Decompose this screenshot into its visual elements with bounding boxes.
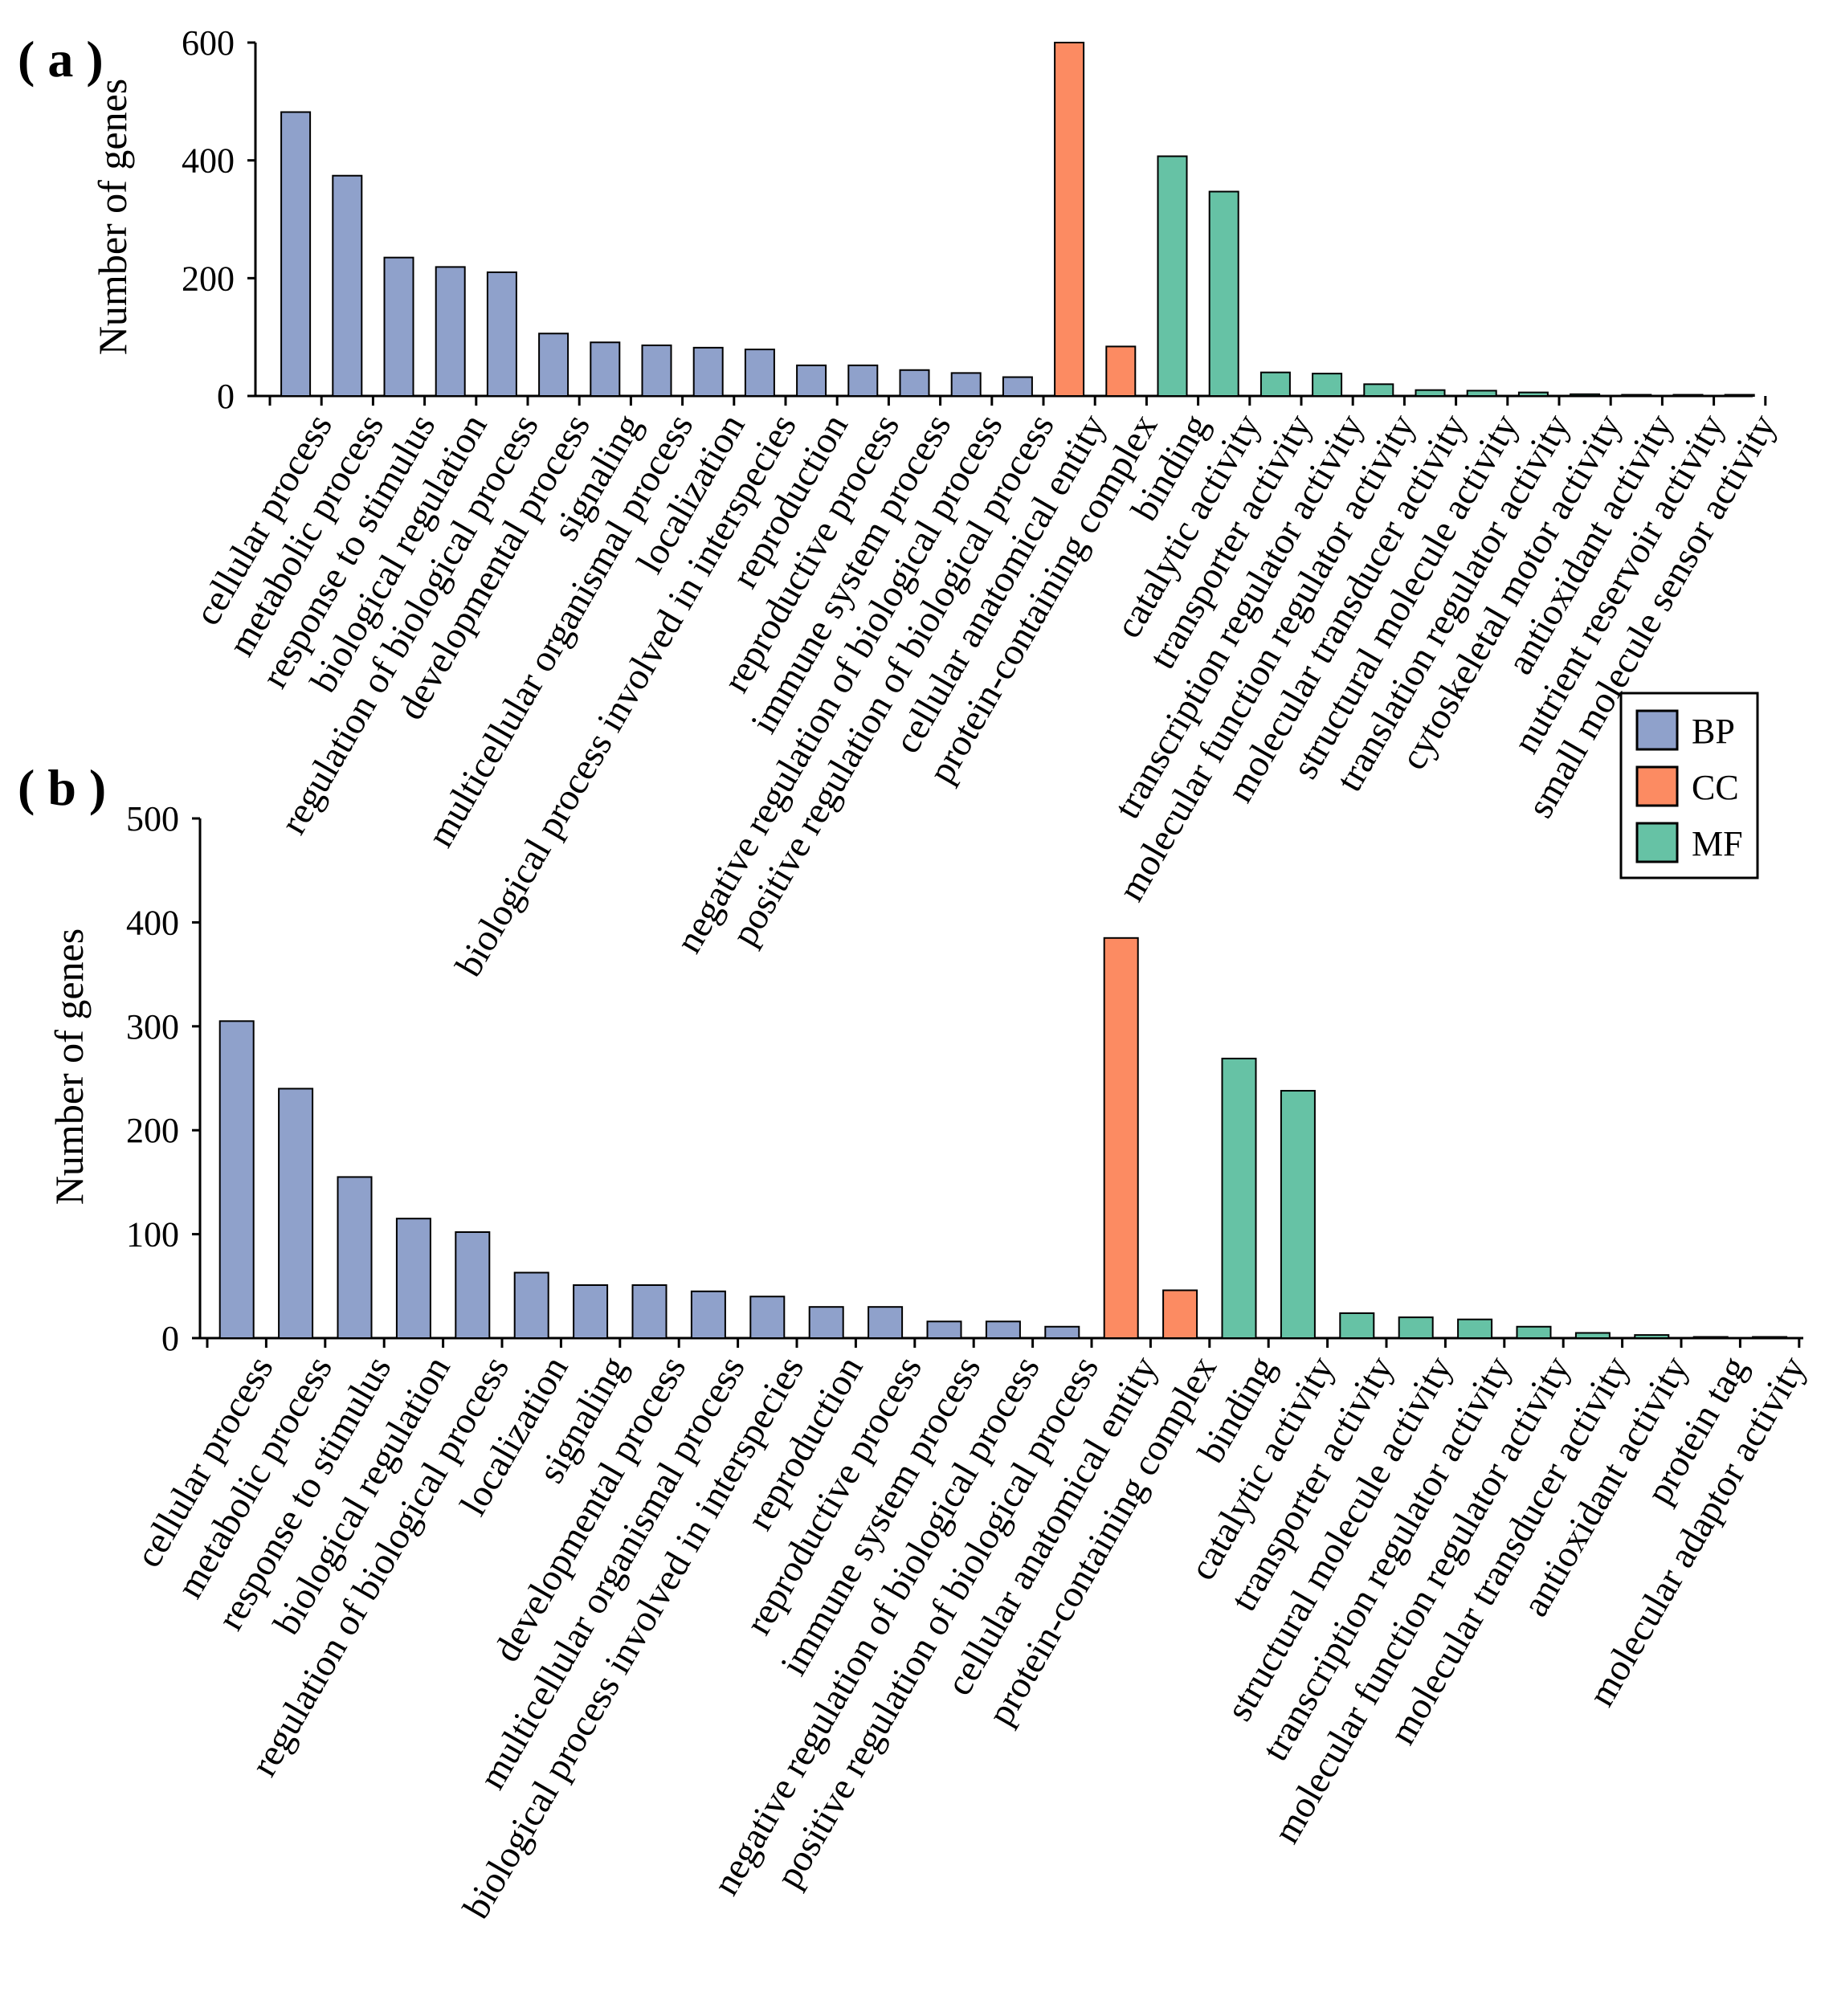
bar-reproductive-process [868, 1306, 904, 1340]
bar-nutrient-reservoir-activity [1672, 394, 1704, 397]
y-tick-label: 100 [126, 1215, 179, 1255]
y-axis-label: Number of genes [90, 79, 135, 355]
bar-multicellular-organismal-process [690, 1290, 726, 1340]
y-tick-label: 400 [126, 903, 179, 942]
bar-reproduction [796, 364, 827, 398]
bar-developmental-process [631, 1284, 668, 1339]
y-tick-label: 0 [161, 1319, 179, 1358]
bar-positive-regulation-of-biological-process [1002, 376, 1033, 397]
bar-regulation-of-biological-process [486, 271, 517, 397]
bar-binding [1221, 1057, 1257, 1339]
y-tick-label: 600 [182, 23, 235, 63]
bar-cellular-process [280, 111, 312, 398]
bar-positive-regulation-of-biological-process [1044, 1325, 1080, 1339]
y-tick-label: 400 [182, 141, 235, 181]
bar-developmental-process [538, 333, 570, 397]
bar-small-molecule-sensor-activity [1724, 394, 1755, 397]
bar-catalytic-activity [1280, 1090, 1316, 1339]
y-tick-label: 200 [182, 259, 235, 298]
bar-response-to-stimulus [337, 1176, 373, 1340]
bar-metabolic-process [332, 174, 363, 397]
bar-protein-tag [1692, 1336, 1729, 1339]
bar-transporter-activity [1259, 371, 1291, 397]
bar-transcription-regulator-activity [1457, 1318, 1493, 1340]
bar-localization [513, 1271, 549, 1340]
bar-catalytic-activity [1208, 190, 1239, 397]
bar-biological-regulation [395, 1218, 431, 1339]
bar-structural-molecule-activity [1398, 1316, 1434, 1339]
bar-biological-regulation [435, 266, 466, 397]
bar-biological-process-involved-in-interspecies [744, 349, 775, 398]
bar-reproduction [808, 1306, 844, 1340]
bar-molecular-adaptor-activity [1752, 1336, 1788, 1339]
y-tick-label: 500 [126, 799, 179, 839]
y-tick-label: 300 [126, 1007, 179, 1047]
y-tick-label: 0 [217, 377, 235, 416]
bar-antioxidant-activity [1621, 394, 1652, 397]
legend-swatch-bp [1635, 709, 1679, 751]
bar-protein-containing-complex [1162, 1289, 1198, 1339]
legend: BP CC MF [1619, 692, 1759, 879]
bar-regulation-of-biological-process [455, 1231, 491, 1339]
bar-immune-system-process [926, 1320, 962, 1340]
legend-label-bp: BP [1692, 712, 1735, 751]
bar-molecular-transducer-activity [1574, 1332, 1611, 1340]
bar-negative-regulation-of-biological-process [985, 1320, 1021, 1340]
legend-swatch-mf [1635, 822, 1679, 863]
legend-swatch-cc [1635, 765, 1679, 807]
bar-biological-process-involved-in-interspecies [749, 1296, 786, 1339]
bar-transporter-activity [1339, 1312, 1375, 1339]
bar-transcription-regulator-activity [1312, 373, 1343, 397]
y-axis-label: Number of genes [47, 928, 92, 1205]
y-tick-label: 200 [126, 1111, 179, 1150]
legend-label-cc: CC [1692, 768, 1739, 807]
bar-structural-molecule-activity [1466, 390, 1497, 397]
bar-cellular-anatomical-entity [1103, 937, 1139, 1340]
bar-metabolic-process [278, 1088, 314, 1339]
bar-protein-containing-complex [1105, 345, 1137, 397]
bar-cellular-process [218, 1020, 255, 1339]
bar-immune-system-process [899, 369, 930, 398]
legend-label-mf: MF [1692, 824, 1743, 863]
bar-binding [1157, 155, 1188, 398]
panel-b-label: ( b ) [18, 759, 106, 816]
bar-antioxidant-activity [1634, 1334, 1670, 1340]
bar-molecular-transducer-activity [1415, 389, 1446, 397]
bar-reproductive-process [847, 364, 879, 398]
bar-multicellular-organismal-process [641, 344, 672, 397]
bar-molecular-function-regulator-activity [1363, 383, 1394, 398]
panel-a-label: ( a ) [18, 31, 104, 88]
bar-translation-regulator-activity [1517, 391, 1549, 398]
bar-molecular-function-regulator-activity [1516, 1325, 1552, 1339]
bar-localization [692, 346, 724, 398]
bar-signaling [590, 341, 621, 397]
bar-negative-regulation-of-biological-process [950, 372, 982, 397]
bar-cellular-anatomical-entity [1054, 42, 1085, 397]
bar-response-to-stimulus [383, 256, 414, 397]
bar-signaling [573, 1284, 609, 1339]
bar-cytoskeletal-motor-activity [1570, 393, 1601, 397]
